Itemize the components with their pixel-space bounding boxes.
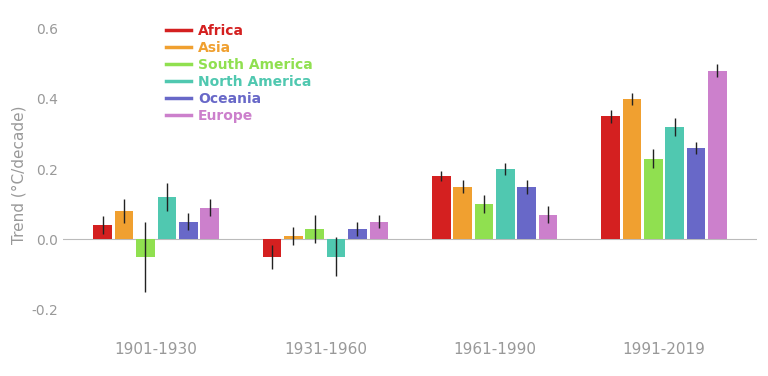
Bar — [623, 99, 641, 239]
Bar — [263, 239, 281, 257]
Bar — [539, 215, 558, 239]
Bar — [136, 239, 155, 257]
Bar — [284, 236, 303, 239]
Bar — [518, 186, 536, 239]
Bar — [200, 208, 219, 239]
Bar — [94, 225, 112, 239]
Bar — [687, 148, 705, 239]
Y-axis label: Trend (°C/decade): Trend (°C/decade) — [11, 105, 26, 244]
Bar — [601, 117, 620, 239]
Bar — [453, 186, 472, 239]
Bar — [157, 197, 176, 239]
Bar — [644, 159, 663, 239]
Legend: Africa, Asia, South America, North America, Oceania, Europe: Africa, Asia, South America, North Ameri… — [161, 18, 318, 129]
Bar — [327, 239, 346, 257]
Bar — [432, 176, 451, 239]
Bar — [348, 229, 367, 239]
Bar — [306, 229, 324, 239]
Bar — [115, 211, 134, 239]
Bar — [708, 71, 727, 239]
Bar — [665, 127, 684, 239]
Bar — [475, 204, 493, 239]
Bar — [496, 169, 515, 239]
Bar — [369, 222, 388, 239]
Bar — [179, 222, 197, 239]
